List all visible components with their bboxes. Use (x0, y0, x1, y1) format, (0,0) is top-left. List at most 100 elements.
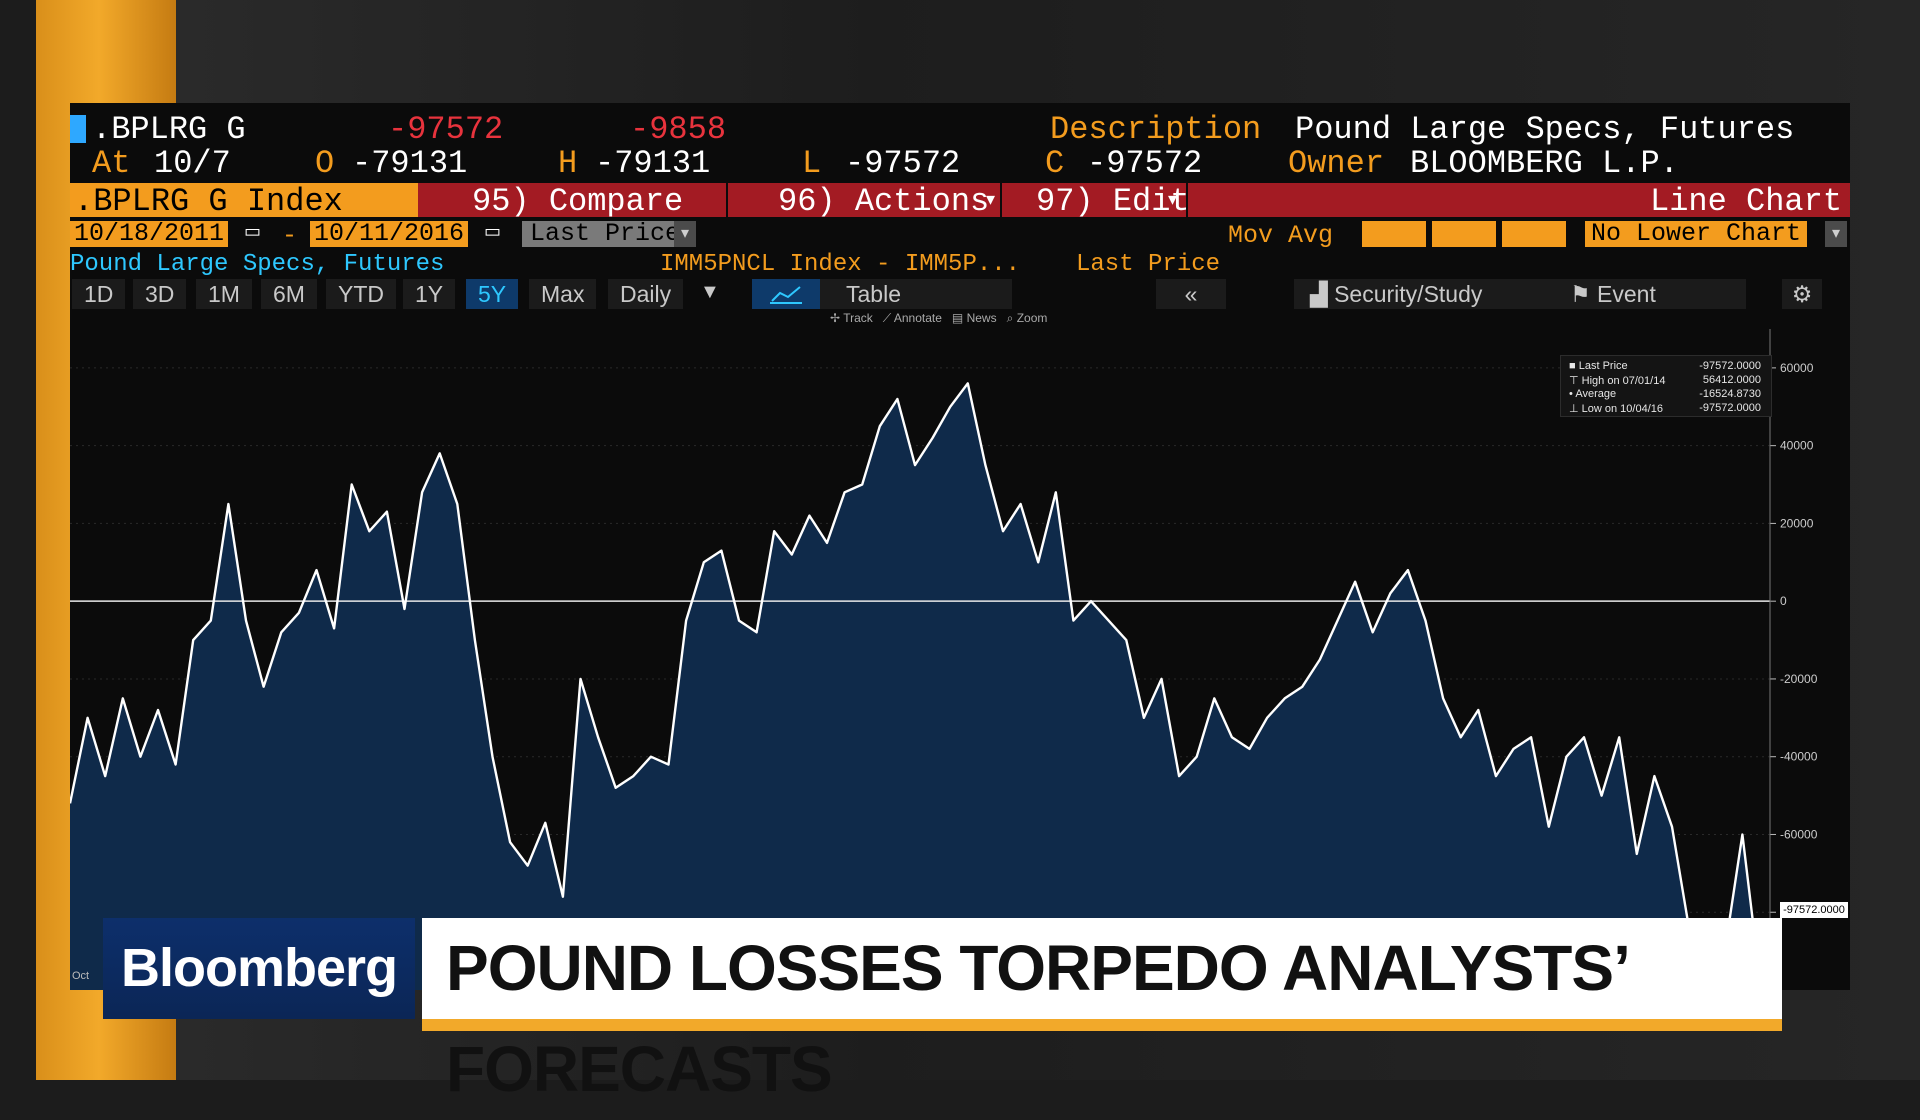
headline-banner: POUND LOSSES TORPEDO ANALYSTS’ FORECASTS (422, 918, 1782, 1105)
legend-row: • Average -16524.8730 (1569, 388, 1769, 402)
quote-row-1: .BPLRG G -97572 -9858 Description Pound … (70, 111, 1850, 148)
last-price-tag: -97572.0000 (1780, 902, 1848, 918)
close-label: C (1045, 145, 1065, 182)
legend-row: ⊥ Low on 10/04/16 -97572.0000 (1569, 402, 1769, 416)
toolbar-row: 1D 3D 1M 6M YTD 1Y 5Y Max Daily ▼ Table … (70, 277, 1850, 311)
legend-high-icon: ⊤ (1569, 375, 1579, 387)
tab-1y[interactable]: 1Y (403, 279, 456, 309)
description-value: Pound Large Specs, Futures (1295, 111, 1795, 148)
chart-tools: ✢ Track ⟋ Annotate ▤ News ⌕ Zoom (830, 311, 1047, 326)
actions-menu[interactable]: 96) Actions (778, 183, 990, 220)
legend-row: ⊤ High on 07/01/14 56412.0000 (1569, 374, 1769, 388)
tab-1m[interactable]: 1M (196, 279, 252, 309)
tab-3d[interactable]: 3D (133, 279, 187, 309)
x-axis-label: Oct (72, 970, 89, 982)
annotate-tool[interactable]: Annotate (893, 311, 942, 325)
legend-square-icon: ■ (1569, 360, 1576, 372)
news-tool[interactable]: News (966, 311, 997, 325)
tab-max[interactable]: Max (529, 279, 597, 309)
legend-label: Last Price (1578, 360, 1628, 372)
event-button[interactable]: ⚑ Event (1554, 279, 1746, 309)
price-line (70, 382, 1762, 982)
price-chart[interactable]: 6000040000200000-20000-40000-60000-80000… (70, 309, 1850, 990)
annotate-icon: ⟋ (882, 311, 892, 325)
collapse-button[interactable]: « (1156, 279, 1226, 309)
legend-value: -97572.0000 (1699, 402, 1761, 414)
at-label: At (92, 145, 131, 182)
menu-bar (418, 183, 1850, 217)
y-tick-label: 40000 (1780, 439, 1814, 453)
menu-row: .BPLRG G Index 95) Compare 96) Actions ▾… (70, 183, 1850, 220)
legend-label: High on 07/01/14 (1581, 375, 1666, 387)
start-calendar-icon[interactable]: ▭ (244, 223, 262, 243)
mov-avg-slot-1[interactable] (1362, 221, 1426, 247)
menu-divider (1186, 183, 1188, 217)
tab-1d[interactable]: 1D (72, 279, 126, 309)
end-calendar-icon[interactable]: ▭ (484, 223, 502, 243)
index-reference: IMM5PNCL Index - IMM5P... (660, 251, 1021, 278)
tab-5y[interactable]: 5Y (466, 279, 519, 309)
zoom-tool[interactable]: Zoom (1016, 311, 1048, 325)
tab-ytd[interactable]: YTD (326, 279, 396, 309)
bloomberg-logo: Bloomberg (103, 918, 415, 1019)
start-date-field[interactable]: 10/18/2011 (70, 221, 229, 247)
mov-avg-label: Mov Avg (1228, 221, 1334, 250)
lower-chart-select[interactable]: No Lower Chart (1585, 221, 1808, 247)
news-icon: ▤ (951, 311, 964, 325)
price-area-fill (70, 383, 1760, 990)
field-caret-icon[interactable]: ▾ (674, 221, 696, 247)
line-chart-toggle[interactable] (752, 279, 820, 309)
study-chart-icon: ▟ (1310, 281, 1328, 307)
open-value: -79131 (352, 145, 468, 182)
table-button[interactable]: Table (846, 281, 901, 307)
actions-caret-icon[interactable]: ▾ (986, 191, 996, 211)
high-value: -79131 (595, 145, 711, 182)
date-separator: - (282, 221, 298, 250)
security-name: Pound Large Specs, Futures (70, 251, 445, 278)
ticker-symbol: .BPLRG G (92, 111, 246, 148)
gear-icon[interactable]: ⚙ (1782, 279, 1822, 309)
frequency-caret-icon[interactable]: ▼ (700, 281, 720, 303)
security-field[interactable]: .BPLRG G Index (70, 183, 418, 220)
mov-avg-slot-3[interactable] (1502, 221, 1566, 247)
y-tick-label: 60000 (1780, 361, 1814, 375)
end-date-field[interactable]: 10/11/2016 (310, 221, 469, 247)
zoom-icon: ⌕ (1006, 311, 1014, 325)
bloomberg-terminal-window: .BPLRG G -97572 -9858 Description Pound … (70, 103, 1850, 990)
cursor-block (70, 115, 86, 143)
legend-label: Low on 10/04/16 (1581, 403, 1664, 415)
security-study-label: Security/Study (1334, 281, 1483, 307)
close-value: -97572 (1087, 145, 1203, 182)
legend-row: ■ Last Price -97572.0000 (1569, 360, 1769, 374)
last-value: -97572 (388, 111, 504, 148)
frequency-select[interactable]: Daily (608, 279, 684, 309)
y-tick-label: -20000 (1780, 672, 1818, 686)
headline-accent-stripe (422, 1019, 1782, 1031)
track-icon: ✢ (830, 311, 841, 325)
track-tool[interactable]: Track (843, 311, 873, 325)
menu-divider (726, 183, 728, 217)
tab-6m[interactable]: 6M (261, 279, 317, 309)
y-tick-label: 20000 (1780, 516, 1814, 530)
compare-menu[interactable]: 95) Compare (472, 183, 684, 220)
line-chart-icon (770, 286, 802, 304)
security-study-button[interactable]: ▟ Security/Study (1294, 279, 1556, 309)
legend-low-icon: ⊥ (1569, 403, 1579, 415)
edit-menu[interactable]: 97) Edit (1036, 183, 1190, 220)
y-tick-label: -60000 (1780, 827, 1818, 841)
legend-value: -16524.8730 (1699, 388, 1761, 400)
subtitle-field: Last Price (1076, 251, 1221, 278)
table-button-bg (820, 279, 1012, 309)
high-label: H (558, 145, 578, 182)
chart-legend: ■ Last Price -97572.0000 ⊤ High on 07/01… (1560, 355, 1772, 417)
mov-avg-slot-2[interactable] (1432, 221, 1496, 247)
chart-type-label[interactable]: Line Chart (1650, 183, 1843, 220)
y-tick-label: 0 (1780, 594, 1787, 608)
edit-caret-icon[interactable]: ▾ (1168, 191, 1178, 211)
net-change: -9858 (630, 111, 727, 148)
quote-row-2: At 10/7 O -79131 H -79131 L -97572 C -97… (70, 145, 1850, 182)
low-label: L (802, 145, 822, 182)
lower-chart-caret-icon[interactable]: ▾ (1825, 221, 1847, 247)
field-select[interactable]: Last Price (522, 221, 689, 247)
